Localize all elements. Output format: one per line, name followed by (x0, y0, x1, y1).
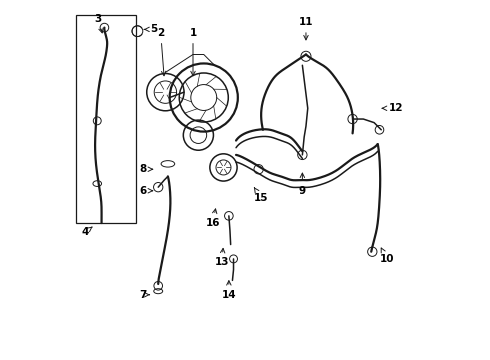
Text: 10: 10 (379, 248, 394, 264)
Text: 14: 14 (221, 281, 236, 300)
Text: 9: 9 (299, 173, 306, 196)
Bar (76, 15, 136, 223)
Text: 2: 2 (157, 28, 166, 76)
Text: 4: 4 (82, 227, 92, 237)
Text: 3: 3 (95, 14, 103, 33)
Text: 16: 16 (205, 209, 220, 228)
Text: 5: 5 (144, 24, 157, 35)
Text: 13: 13 (215, 248, 229, 267)
Text: 8: 8 (139, 164, 152, 174)
Text: 15: 15 (254, 188, 269, 203)
Text: 12: 12 (382, 103, 403, 113)
Text: 1: 1 (189, 28, 196, 76)
Text: 7: 7 (139, 290, 149, 300)
Text: 6: 6 (139, 186, 152, 196)
Text: 11: 11 (299, 17, 313, 40)
